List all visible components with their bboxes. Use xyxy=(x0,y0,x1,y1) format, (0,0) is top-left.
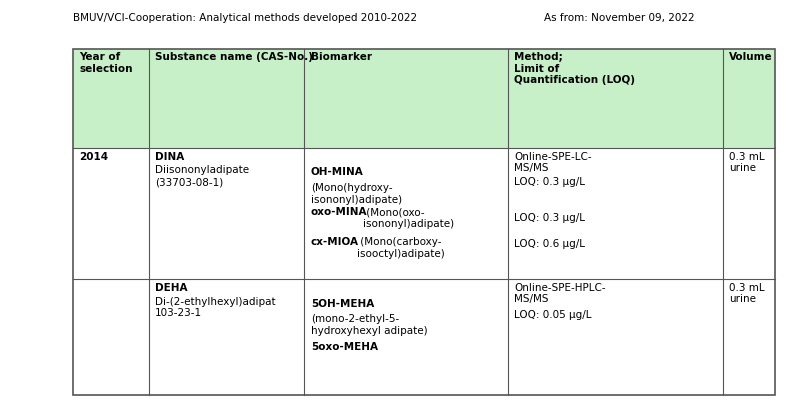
Text: 0.3 mL
urine: 0.3 mL urine xyxy=(730,283,765,304)
Text: DINA: DINA xyxy=(155,152,185,162)
Text: cx-MIOA: cx-MIOA xyxy=(310,237,358,247)
Text: 5OH-MEHA: 5OH-MEHA xyxy=(310,298,374,308)
Text: Di-(2-ethylhexyl)adipat
103-23-1: Di-(2-ethylhexyl)adipat 103-23-1 xyxy=(155,296,276,318)
Text: (Mono(carboxy-
isooctyl)adipate): (Mono(carboxy- isooctyl)adipate) xyxy=(357,237,445,258)
Text: oxo-MINA: oxo-MINA xyxy=(310,207,367,217)
Text: LOQ: 0.05 μg/L: LOQ: 0.05 μg/L xyxy=(514,310,591,320)
Text: 0.3 mL
urine: 0.3 mL urine xyxy=(730,152,765,173)
Text: (mono-2-ethyl-5-
hydroxyhexyl adipate): (mono-2-ethyl-5- hydroxyhexyl adipate) xyxy=(310,314,427,336)
Text: LOQ: 0.3 μg/L: LOQ: 0.3 μg/L xyxy=(514,213,585,223)
Text: Year of
selection: Year of selection xyxy=(79,52,133,74)
Text: 5oxo-MEHA: 5oxo-MEHA xyxy=(310,342,378,352)
Text: BMUV/VCI-Cooperation: Analytical methods developed 2010-2022: BMUV/VCI-Cooperation: Analytical methods… xyxy=(73,13,418,23)
Text: OH-MINA: OH-MINA xyxy=(310,168,363,178)
Text: Biomarker: Biomarker xyxy=(310,52,372,62)
Text: LOQ: 0.6 μg/L: LOQ: 0.6 μg/L xyxy=(514,239,585,249)
FancyBboxPatch shape xyxy=(73,49,774,148)
Text: Online-SPE-LC-
MS/MS: Online-SPE-LC- MS/MS xyxy=(514,152,592,173)
Text: Method;
Limit of
Quantification (LOQ): Method; Limit of Quantification (LOQ) xyxy=(514,52,635,86)
Text: DEHA: DEHA xyxy=(155,283,188,293)
FancyBboxPatch shape xyxy=(73,280,774,395)
Text: (Mono(oxo-
isononyl)adipate): (Mono(oxo- isononyl)adipate) xyxy=(362,207,454,229)
Text: Diisononyladipate
(33703-08-1): Diisononyladipate (33703-08-1) xyxy=(155,166,250,187)
Text: 2014: 2014 xyxy=(79,152,109,162)
Text: Volume: Volume xyxy=(730,52,773,62)
Text: Online-SPE-HPLC-
MS/MS: Online-SPE-HPLC- MS/MS xyxy=(514,283,606,304)
Text: (Mono(hydroxy-
isononyl)adipate): (Mono(hydroxy- isononyl)adipate) xyxy=(310,183,402,205)
Text: Substance name (CAS-No.): Substance name (CAS-No.) xyxy=(155,52,314,62)
Text: As from: November 09, 2022: As from: November 09, 2022 xyxy=(543,13,694,23)
Text: LOQ: 0.3 μg/L: LOQ: 0.3 μg/L xyxy=(514,177,585,187)
FancyBboxPatch shape xyxy=(73,148,774,280)
